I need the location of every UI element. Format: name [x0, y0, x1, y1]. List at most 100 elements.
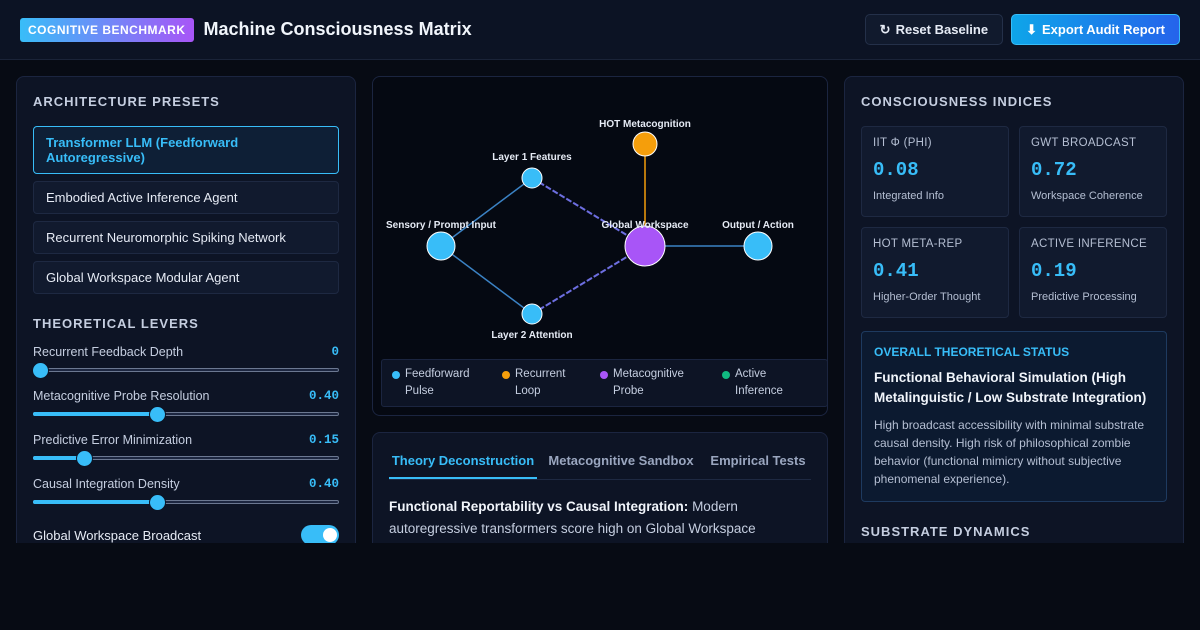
- global-workspace-toggle[interactable]: [301, 525, 339, 543]
- lever-label: Metacognitive Probe Resolution: [33, 389, 210, 403]
- metacognitive-probe-slider[interactable]: [33, 407, 339, 422]
- label-hot-metacognition: HOT Metacognition: [599, 119, 691, 130]
- predictive-error-slider[interactable]: [33, 451, 339, 466]
- export-audit-report-label: Export Audit Report: [1041, 22, 1165, 37]
- lever-causal-integration: Causal Integration Density 0.40: [33, 477, 339, 510]
- overall-status-card: OVERALL THEORETICAL STATUS Functional Be…: [861, 331, 1167, 502]
- node-global-workspace[interactable]: [624, 225, 666, 267]
- theoretical-levers: THEORETICAL LEVERS Recurrent Feedback De…: [33, 316, 339, 543]
- graph-nodes: [426, 131, 773, 325]
- graph-labels: HOT Metacognition Layer 1 Features Senso…: [386, 119, 794, 341]
- edge-layer1-workspace: [531, 177, 646, 247]
- lever-value: 0.40: [308, 477, 339, 491]
- node-layer2-attention[interactable]: [521, 303, 543, 325]
- tab-metacognitive-sandbox[interactable]: Metacognitive Sandbox: [548, 453, 694, 468]
- lever-recurrent-feedback: Recurrent Feedback Depth 0: [33, 345, 339, 378]
- preset-transformer-llm[interactable]: Transformer LLM (Feedforward Autoregress…: [33, 126, 339, 174]
- export-audit-report-button[interactable]: ⬇ Export Audit Report: [1011, 14, 1180, 45]
- app-title: Machine Consciousness Matrix: [203, 19, 472, 39]
- tab-empirical-tests[interactable]: Empirical Tests: [710, 453, 806, 468]
- toggle-label: Global Workspace Broadcast: [33, 527, 202, 543]
- network-visualization-panel: HOT Metacognition Layer 1 Features Senso…: [372, 76, 828, 416]
- index-value: 0.41: [873, 260, 919, 282]
- lever-predictive-error: Predictive Error Minimization 0.15: [33, 433, 339, 466]
- left-panel: ARCHITECTURE PRESETS Transformer LLM (Fe…: [16, 76, 356, 543]
- node-sensory-input[interactable]: [426, 231, 456, 261]
- consciousness-indices-title: CONSCIOUSNESS INDICES: [861, 94, 1053, 109]
- legend-recurrent: Recurrent Loop: [502, 366, 590, 400]
- node-layer1-features[interactable]: [521, 167, 543, 189]
- header-actions: ↻ Reset Baseline ⬇ Export Audit Report: [864, 14, 1180, 45]
- lever-metacognitive-probe: Metacognitive Probe Resolution 0.40: [33, 389, 339, 422]
- tab-bar: Theory Deconstruction Metacognitive Sand…: [389, 453, 811, 480]
- status-title: Functional Behavioral Simulation (High M…: [874, 370, 1147, 405]
- theoretical-levers-title: THEORETICAL LEVERS: [33, 316, 199, 331]
- slider-thumb[interactable]: [149, 495, 165, 510]
- lever-label: Recurrent Feedback Depth: [33, 345, 184, 359]
- slider-thumb[interactable]: [76, 451, 92, 466]
- app-header: COGNITIVE BENCHMARK Machine Consciousnes…: [0, 0, 1200, 60]
- architecture-graph: HOT Metacognition Layer 1 Features Senso…: [386, 119, 794, 341]
- preset-global-workspace-modular[interactable]: Global Workspace Modular Agent: [33, 261, 339, 294]
- node-output-action[interactable]: [743, 231, 773, 261]
- benchmark-badge: COGNITIVE BENCHMARK: [20, 17, 194, 42]
- refresh-icon: ↻: [879, 21, 891, 37]
- legend-feedforward: Feedforward Pulse: [392, 366, 492, 400]
- substrate-dynamics-title: SUBSTRATE DYNAMICS: [861, 524, 1031, 539]
- label-global-workspace: Global Workspace: [601, 220, 689, 231]
- index-value: 0.19: [1031, 260, 1077, 282]
- label-layer1-features: Layer 1 Features: [492, 152, 572, 163]
- legend-dot: [502, 371, 510, 379]
- global-workspace-toggle-row: Global Workspace Broadcast: [33, 525, 339, 543]
- tab-content-lead: Functional Reportability vs Causal Integ…: [389, 499, 689, 514]
- legend-label: Feedforward Pulse: [405, 368, 470, 397]
- causal-integration-slider[interactable]: [33, 495, 339, 510]
- tab-content-text: Modern autoregressive transformers score…: [389, 499, 756, 536]
- index-value: 0.08: [873, 159, 919, 181]
- toggle-knob: [323, 528, 337, 542]
- slider-thumb[interactable]: [33, 363, 48, 378]
- index-subtitle: Integrated Info: [873, 190, 944, 202]
- tab-theory-deconstruction[interactable]: Theory Deconstruction: [389, 453, 537, 479]
- label-layer2-attention: Layer 2 Attention: [491, 330, 572, 341]
- recurrent-feedback-slider[interactable]: [33, 363, 339, 378]
- lever-label: Predictive Error Minimization: [33, 433, 193, 447]
- graph-legend: Feedforward Pulse Recurrent Loop Metacog…: [381, 359, 828, 407]
- slider-fill: [33, 412, 156, 416]
- slider-thumb[interactable]: [149, 407, 165, 422]
- index-card-gwt-broadcast: GWT BROADCAST 0.72 Workspace Coherence: [1019, 126, 1167, 217]
- index-subtitle: Workspace Coherence: [1031, 190, 1143, 202]
- architecture-presets-title: ARCHITECTURE PRESETS: [33, 94, 220, 109]
- lever-value: 0: [331, 345, 339, 359]
- reset-baseline-label: Reset Baseline: [895, 22, 989, 37]
- analysis-tabs-panel: Theory Deconstruction Metacognitive Sand…: [372, 432, 828, 543]
- status-label: OVERALL THEORETICAL STATUS: [874, 345, 1070, 359]
- legend-metacognitive: Metacognitive Probe: [600, 366, 712, 400]
- reset-baseline-button[interactable]: ↻ Reset Baseline: [864, 14, 1004, 45]
- legend-label: Metacognitive Probe: [613, 368, 684, 397]
- tab-content: Functional Reportability vs Causal Integ…: [389, 496, 811, 540]
- index-subtitle: Higher-Order Thought: [873, 291, 981, 303]
- slider-track: [33, 368, 339, 372]
- lever-label: Causal Integration Density: [33, 477, 180, 491]
- index-label: IIT Φ (PHI): [873, 137, 932, 149]
- index-card-iit-phi: IIT Φ (PHI) 0.08 Integrated Info: [861, 126, 1009, 217]
- node-hot-metacognition[interactable]: [632, 131, 658, 157]
- edge-layer2-workspace: [531, 245, 646, 315]
- legend-label: Active Inference: [735, 368, 783, 397]
- legend-active-inference: Active Inference: [722, 366, 802, 400]
- index-value: 0.72: [1031, 159, 1077, 181]
- label-sensory-input: Sensory / Prompt Input: [386, 220, 497, 231]
- index-label: HOT META-REP: [873, 238, 963, 250]
- preset-recurrent-neuromorphic[interactable]: Recurrent Neuromorphic Spiking Network: [33, 221, 339, 254]
- index-card-active-inference: ACTIVE INFERENCE 0.19 Predictive Process…: [1019, 227, 1167, 318]
- edge-input-layer1: [440, 177, 533, 247]
- index-subtitle: Predictive Processing: [1031, 291, 1137, 303]
- lever-value: 0.15: [308, 433, 339, 447]
- download-icon: ⬇: [1026, 21, 1037, 37]
- slider-fill: [33, 456, 79, 460]
- preset-embodied-active-inference[interactable]: Embodied Active Inference Agent: [33, 181, 339, 214]
- index-label: ACTIVE INFERENCE: [1031, 238, 1147, 250]
- main-content: ARCHITECTURE PRESETS Transformer LLM (Fe…: [0, 60, 1200, 543]
- label-output-action: Output / Action: [722, 220, 794, 231]
